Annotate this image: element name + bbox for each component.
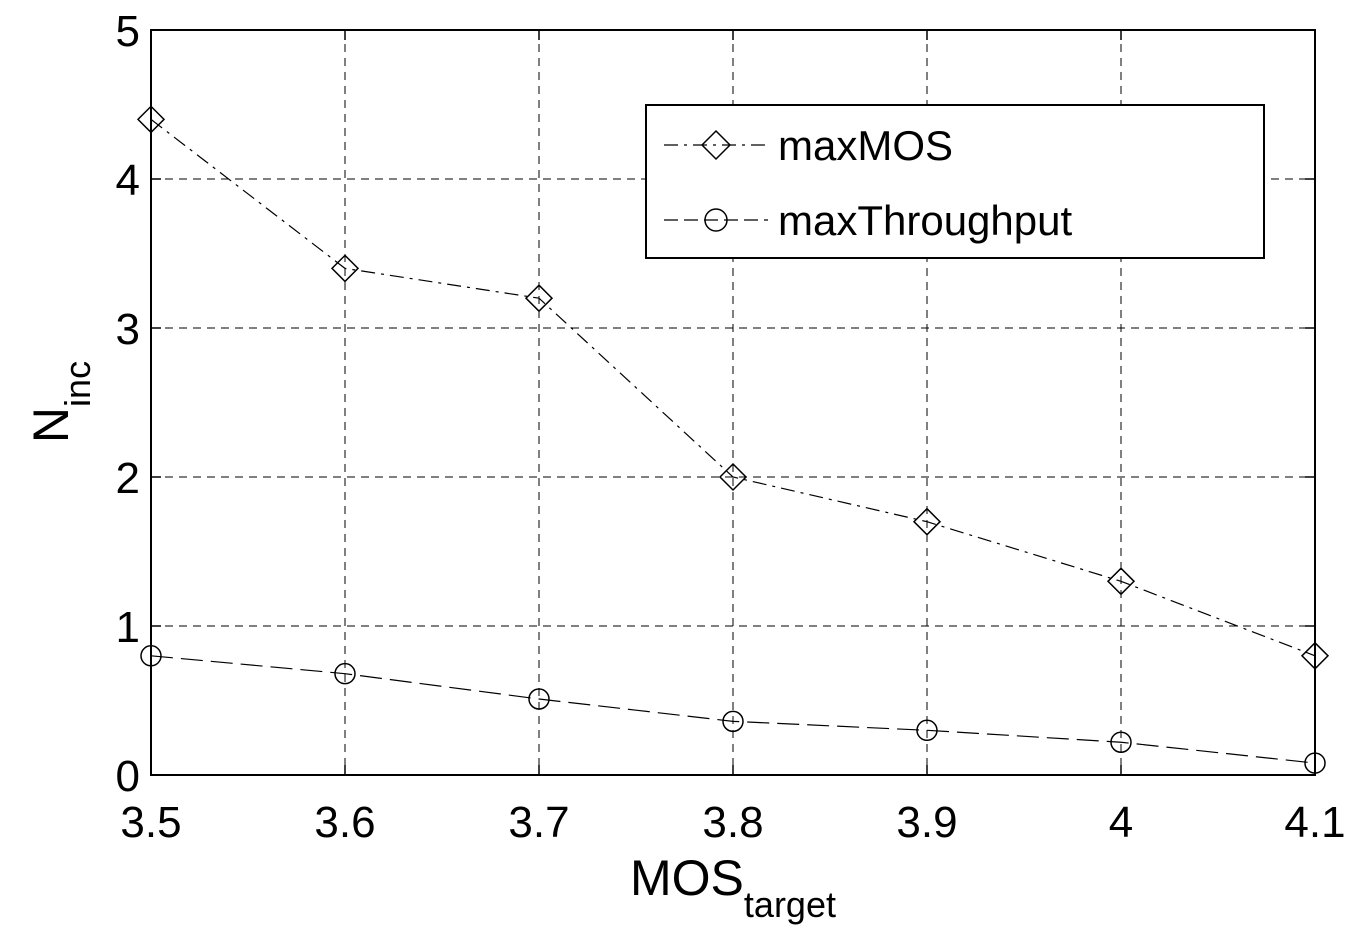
legend-box bbox=[645, 104, 1265, 259]
y-tick-label: 0 bbox=[116, 752, 140, 801]
legend-marker-diamond-icon bbox=[700, 129, 732, 161]
legend: maxMOS maxThroughput bbox=[645, 104, 1265, 259]
data-point-maxThroughput bbox=[722, 710, 744, 733]
y-axis-label-main: N bbox=[23, 407, 79, 443]
series-layer bbox=[136, 105, 1330, 774]
x-tick-label: 3.6 bbox=[314, 798, 375, 847]
data-point-maxMOS bbox=[524, 284, 554, 313]
y-tick-label: 4 bbox=[116, 156, 140, 205]
legend-marker-circle-icon bbox=[704, 208, 728, 232]
legend-label-maxThroughput: maxThroughput bbox=[778, 197, 1072, 244]
x-tick-label: 3.9 bbox=[896, 798, 957, 847]
data-point-maxThroughput bbox=[334, 662, 356, 685]
data-point-maxMOS bbox=[136, 105, 166, 134]
data-point-maxThroughput bbox=[1110, 731, 1132, 753]
x-axis-label-sub: target bbox=[744, 884, 836, 925]
series-line-maxThroughput bbox=[150, 655, 1316, 764]
data-point-maxMOS bbox=[330, 254, 360, 283]
x-tick-label: 3.7 bbox=[508, 798, 569, 847]
data-point-maxThroughput bbox=[1304, 752, 1326, 774]
x-tick-label: 4 bbox=[1109, 798, 1133, 847]
y-tick-label: 2 bbox=[116, 454, 140, 503]
x-tick-label: 3.8 bbox=[702, 798, 763, 847]
y-axis-label-sub: inc bbox=[57, 361, 98, 407]
series-line-maxMOS bbox=[150, 118, 1316, 657]
data-point-maxThroughput bbox=[916, 719, 938, 742]
legend-label-maxMOS: maxMOS bbox=[778, 122, 953, 169]
data-point-maxMOS bbox=[1300, 641, 1330, 670]
data-point-maxMOS bbox=[912, 507, 942, 536]
data-point-maxThroughput bbox=[528, 688, 550, 710]
data-point-maxThroughput bbox=[140, 645, 162, 667]
y-tick-label: 1 bbox=[116, 603, 140, 652]
x-tick-label: 3.5 bbox=[120, 798, 181, 847]
x-axis-label-main: MOS bbox=[630, 850, 744, 906]
x-axis-label: MOStarget bbox=[630, 850, 836, 925]
y-tick-label: 3 bbox=[116, 305, 140, 354]
y-axis-label: Ninc bbox=[23, 361, 98, 443]
data-point-maxMOS bbox=[1106, 567, 1136, 596]
data-point-maxMOS bbox=[718, 462, 748, 492]
x-tick-label: 4.1 bbox=[1284, 798, 1345, 847]
y-tick-label: 5 bbox=[116, 7, 140, 56]
axis-ticks: 3.5 3.6 3.7 3.8 3.9 4 4.1 0 1 2 3 4 5 bbox=[116, 7, 1346, 847]
